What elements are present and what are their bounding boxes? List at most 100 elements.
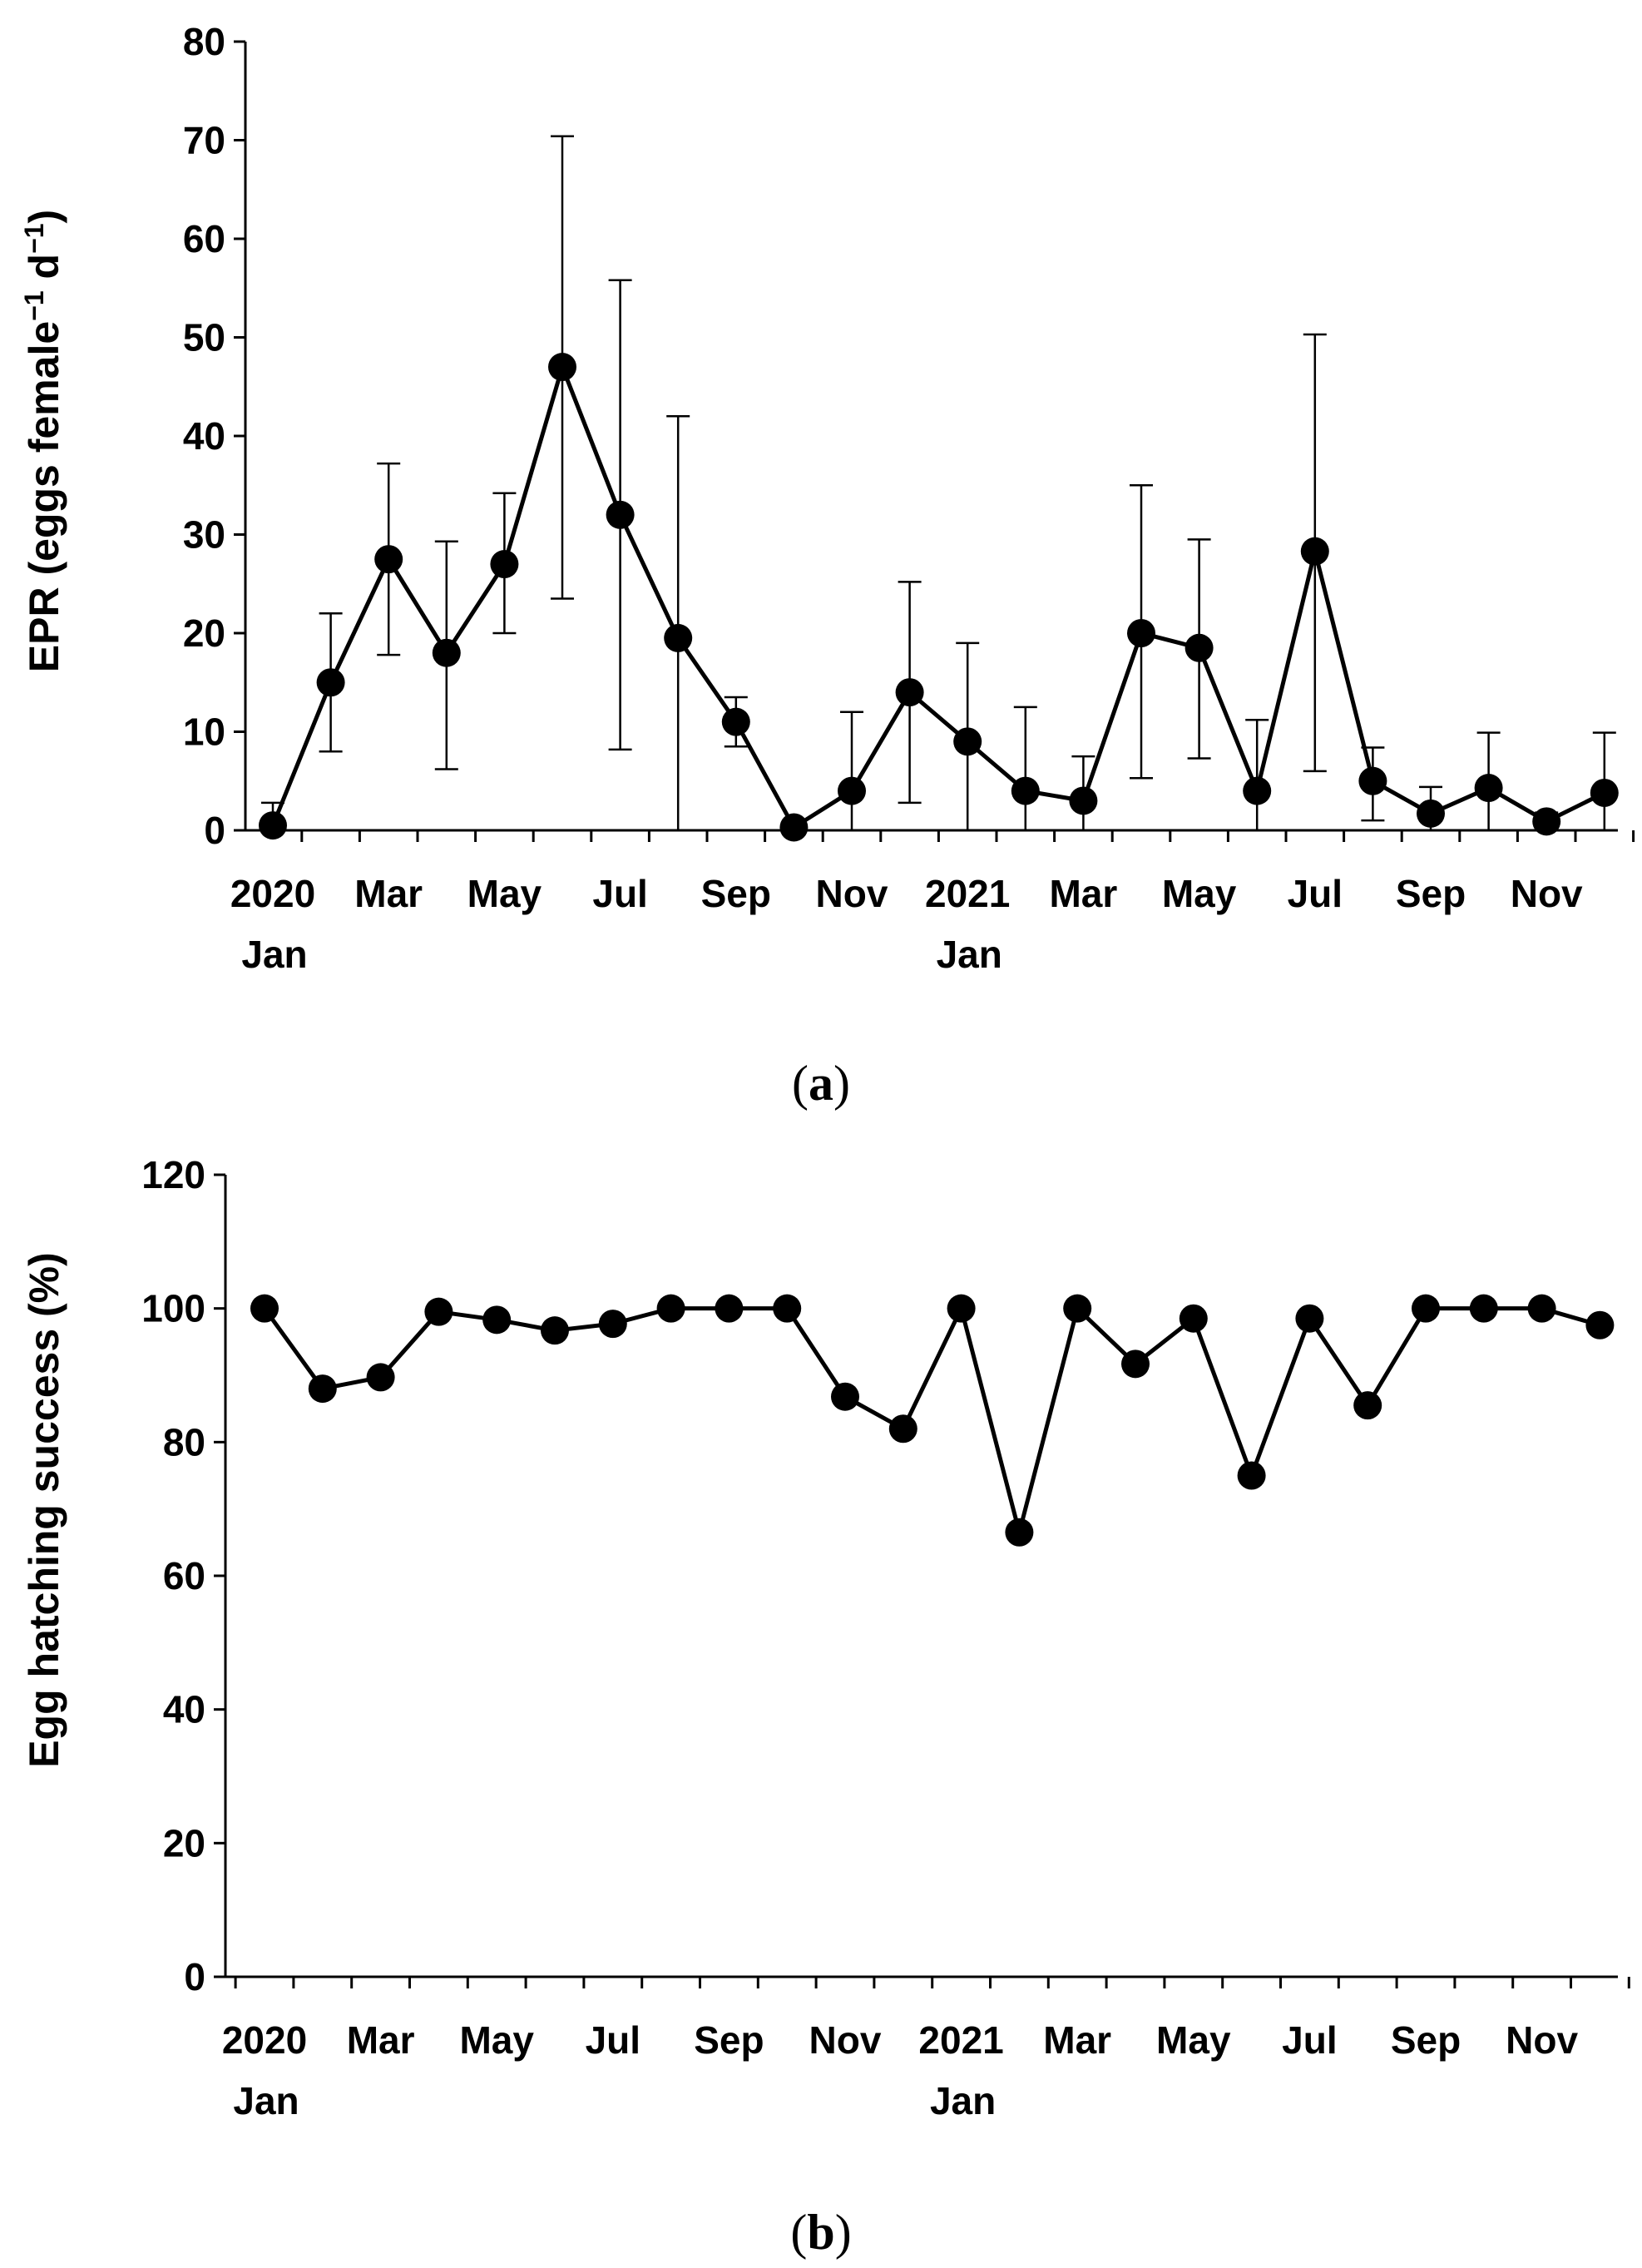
panel-a-y-title-sup2: −1 [19,223,49,253]
x-tick-label: Nov [1511,872,1583,915]
x-tick-label: Sep [694,2018,764,2062]
x-tick-label: Nov [1506,2018,1578,2062]
data-point [316,668,345,697]
data-point [606,500,635,529]
panel-b-letter: b [807,2205,834,2260]
x-tick-label: Jul [1282,2018,1337,2062]
x-tick-label: May [467,872,542,915]
data-point [1474,774,1503,803]
data-point [1417,799,1445,828]
x-tick-label: Mar [1043,2018,1111,2062]
data-point [1353,1391,1382,1420]
data-point [1295,1304,1324,1333]
x-tick-label: Jul [1288,872,1343,915]
y-tick-label: 0 [184,1955,205,1998]
data-point [1585,1310,1615,1340]
panel-b-label: (b) [790,2205,851,2260]
x-tick-label: Sep [1391,2018,1461,2062]
data-point [482,1305,512,1335]
data-point [1243,776,1272,805]
y-tick-label: 40 [183,414,225,458]
y-tick-label: 20 [163,1821,205,1864]
y-tick-label: 10 [183,711,225,754]
data-point [1121,1349,1150,1379]
data-point [1532,807,1561,836]
data-point [888,1414,917,1443]
data-point [1179,1304,1208,1333]
panel-a-y-title-part1: EPR (eggs female [21,321,67,672]
data-point [1358,766,1387,795]
x-tick-label: Mar [1049,872,1117,915]
data-point [1063,1294,1092,1323]
panel-a-letter: a [809,1056,833,1111]
data-point [1300,537,1329,566]
data-point [953,727,982,756]
panel-a-y-title-part2: d [21,254,67,290]
data-point [1185,633,1214,662]
data-point [1005,1518,1034,1547]
x-tick-label: Jan [937,933,1002,976]
x-tick-label: Mar [354,872,423,915]
data-point [1127,619,1155,647]
data-point [250,1294,279,1323]
x-tick-label: Jan [241,933,307,976]
y-tick-label: 100 [141,1287,205,1330]
panel-b-y-axis-title: Egg hatching success (%) [21,1252,67,1768]
y-tick-label: 50 [183,316,225,359]
y-tick-label: 70 [183,119,225,162]
x-tick-label: 2020 [230,872,315,915]
y-tick-label: 120 [141,1153,205,1196]
data-point [715,1294,744,1323]
data-point [1237,1461,1266,1490]
data-point [424,1297,453,1326]
panel-b-y-ticks: 0 20 40 60 80 100 120 [141,1153,225,1998]
x-tick-label: Nov [816,872,888,915]
data-point [1011,776,1040,805]
y-tick-label: 20 [183,612,225,655]
x-tick-label: 2021 [925,872,1010,915]
data-point [541,1316,569,1345]
x-tick-label: Nov [809,2018,882,2062]
x-tick-label: 2021 [918,2018,1003,2062]
data-point [656,1294,685,1323]
data-point [374,545,403,574]
y-tick-label: 40 [163,1688,205,1731]
x-tick-label: 2020 [222,2018,307,2062]
x-tick-label: May [459,2018,534,2062]
x-tick-label: Sep [1396,872,1466,915]
panel-a-y-ticks: 0 10 20 30 40 50 60 70 80 [183,20,245,852]
y-tick-label: 80 [163,1420,205,1463]
data-point [1069,786,1098,815]
x-tick-label: Jul [592,872,647,915]
panel-a-y-axis-title: EPR (eggs female−1 d−1) [19,210,67,672]
panel-a-x-ticks: 2020 Jan Mar May Jul Sep Nov 2021 Jan Mar May Jul Se… [230,830,1635,976]
data-point [259,811,287,840]
data-point [779,813,809,842]
data-point [947,1294,976,1323]
y-tick-label: 80 [183,20,225,63]
data-point [432,638,461,667]
data-point [490,550,519,579]
data-point [773,1294,802,1323]
data-point [548,353,576,382]
data-point [1590,778,1619,807]
x-tick-label: May [1156,2018,1231,2062]
data-point [721,707,750,736]
data-point [664,623,693,652]
panel-a-y-title-sup1: −1 [19,290,49,320]
data-point [1412,1294,1440,1323]
data-point [1469,1294,1498,1323]
panel-a-series [259,353,1619,842]
y-tick-label: 60 [183,217,225,260]
panel-b-x-ticks: 2020 Jan Mar May Jul Sep Nov 2021 Jan Mar May Jul Se… [222,1977,1630,2122]
x-tick-label: Mar [347,2018,415,2062]
x-tick-label: Jan [930,2079,996,2122]
chart-panel-a: 0 10 20 30 40 50 60 70 80 2020 Jan Mar May Jul Sep Nov… [19,20,1635,1111]
data-point [1527,1294,1556,1323]
y-tick-label: 30 [183,513,225,557]
x-tick-label: Jan [233,2079,299,2122]
data-point [598,1310,627,1339]
